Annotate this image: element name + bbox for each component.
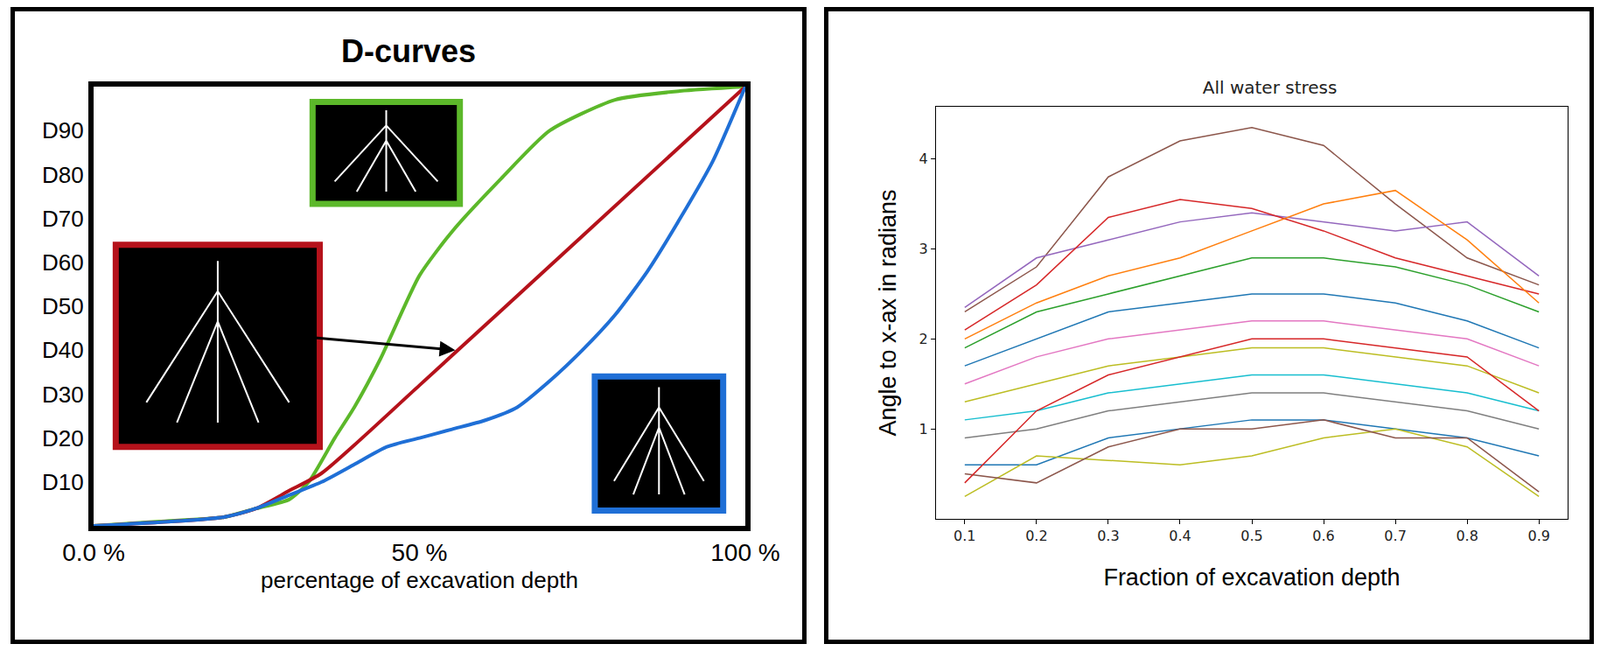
svg-text:0.1: 0.1 [953,527,976,545]
svg-text:4: 4 [919,150,929,168]
svg-text:0.7: 0.7 [1383,527,1406,545]
svg-text:D20: D20 [41,425,84,452]
svg-text:0.6: 0.6 [1312,527,1335,545]
svg-text:D60: D60 [41,249,84,276]
svg-text:2: 2 [919,330,929,348]
svg-text:0.0 %: 0.0 % [62,538,126,566]
svg-text:Angle to x-ax in radians: Angle to x-ax in radians [874,188,902,436]
svg-text:50 %: 50 % [391,538,448,566]
svg-text:All water stress: All water stress [1202,76,1338,98]
svg-text:0.9: 0.9 [1527,527,1550,545]
svg-text:0.4: 0.4 [1168,527,1191,545]
svg-text:100 %: 100 % [710,538,780,566]
svg-text:D90: D90 [41,117,84,144]
svg-text:D30: D30 [41,381,84,408]
svg-text:D50: D50 [41,293,84,320]
svg-text:0.3: 0.3 [1096,527,1119,545]
svg-text:D40: D40 [41,336,84,364]
svg-text:percentage of excavation depth: percentage of excavation depth [260,566,579,594]
svg-text:D-curves: D-curves [341,33,476,70]
svg-text:D10: D10 [41,468,84,496]
svg-text:D80: D80 [41,161,84,189]
svg-text:D70: D70 [41,205,84,232]
svg-text:0.8: 0.8 [1455,527,1478,545]
svg-text:3: 3 [919,240,929,258]
svg-text:1: 1 [919,420,929,438]
svg-text:0.2: 0.2 [1025,527,1048,545]
svg-text:0.5: 0.5 [1240,527,1263,545]
svg-text:Fraction of excavation depth: Fraction of excavation depth [1103,564,1400,591]
